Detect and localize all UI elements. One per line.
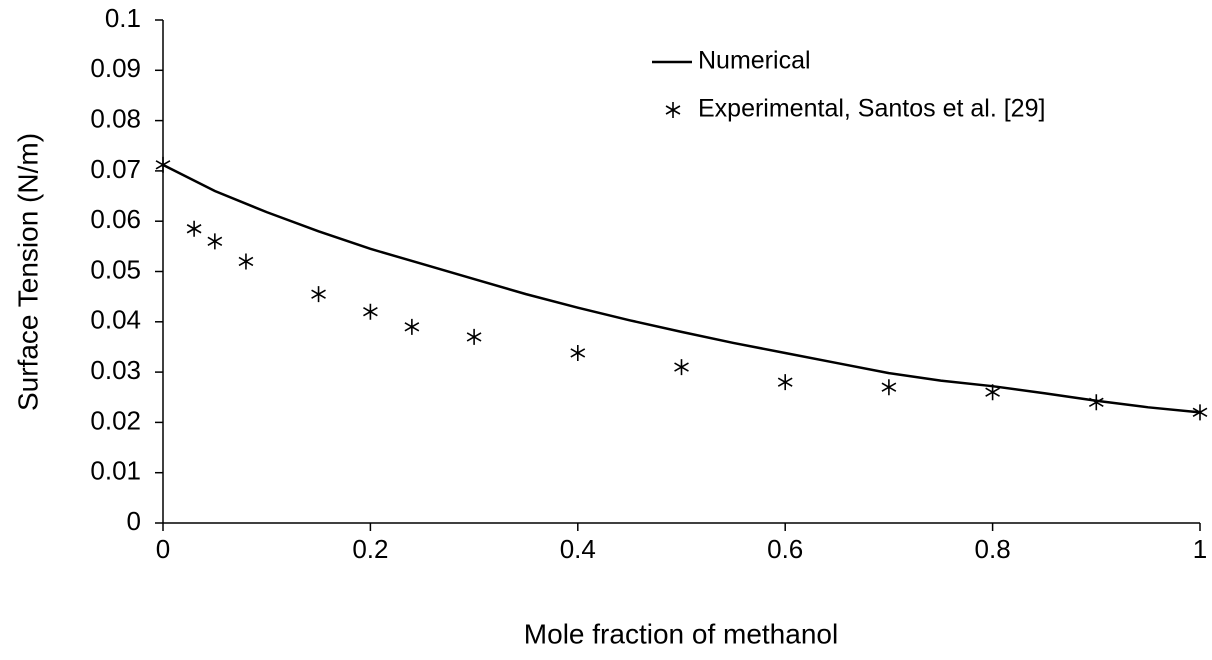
- y-tick-label: 0.1: [105, 3, 141, 33]
- x-tick-label: 0.8: [975, 534, 1011, 564]
- y-tick-label: 0.04: [90, 305, 141, 335]
- y-tick-label: 0.01: [90, 456, 141, 486]
- y-axis-title: Surface Tension (N/m): [12, 133, 43, 411]
- legend-text: Experimental, Santos et al. [29]: [698, 95, 1045, 123]
- marker-shape: [1192, 404, 1208, 421]
- data-point: [1192, 404, 1208, 421]
- x-tick-label: 0.4: [560, 534, 596, 564]
- marker-shape: [665, 102, 681, 118]
- marker-shape: [186, 220, 202, 237]
- y-tick-label: 0.09: [90, 53, 141, 83]
- data-point: [404, 318, 420, 335]
- y-tick-label: 0.02: [90, 405, 141, 435]
- x-tick-label: 1: [1193, 534, 1207, 564]
- marker-shape: [155, 156, 171, 173]
- data-point: [186, 220, 202, 237]
- data-line: [162, 163, 1201, 414]
- marker-shape: [311, 286, 326, 303]
- legend-marker: [665, 102, 681, 118]
- marker-shape: [570, 344, 586, 361]
- data-point: [777, 374, 793, 391]
- y-tick-label: 0.06: [90, 204, 141, 234]
- legend-text: Numerical: [698, 47, 811, 75]
- marker-shape: [207, 233, 223, 250]
- marker-shape: [674, 359, 689, 376]
- marker-shape: [881, 379, 897, 396]
- y-tick-label: 0.05: [90, 254, 141, 284]
- x-tick-label: 0.6: [767, 534, 803, 564]
- marker-shape: [363, 303, 378, 320]
- data-point: [570, 344, 586, 361]
- marker-shape: [466, 328, 482, 345]
- data-point: [674, 359, 689, 376]
- data-point: [155, 156, 171, 173]
- x-tick-label: 0.2: [352, 534, 388, 564]
- y-tick-label: 0.08: [90, 103, 141, 133]
- data-point: [311, 286, 326, 303]
- data-point: [881, 379, 897, 396]
- marker-shape: [404, 318, 420, 335]
- data-point: [363, 303, 378, 320]
- marker-shape: [985, 384, 1000, 401]
- data-point: [985, 384, 1000, 401]
- marker-shape: [777, 374, 793, 391]
- data-point: [1088, 394, 1104, 411]
- x-axis-title: Mole fraction of methanol: [524, 618, 838, 649]
- data-point: [238, 253, 254, 270]
- x-tick-label: 0: [156, 534, 170, 564]
- data-point: [207, 233, 223, 250]
- marker-shape: [238, 253, 254, 270]
- y-tick-label: 0: [127, 506, 141, 536]
- y-tick-label: 0.07: [90, 154, 141, 184]
- y-tick-label: 0.03: [90, 355, 141, 385]
- data-point: [466, 328, 482, 345]
- marker-shape: [1088, 394, 1104, 411]
